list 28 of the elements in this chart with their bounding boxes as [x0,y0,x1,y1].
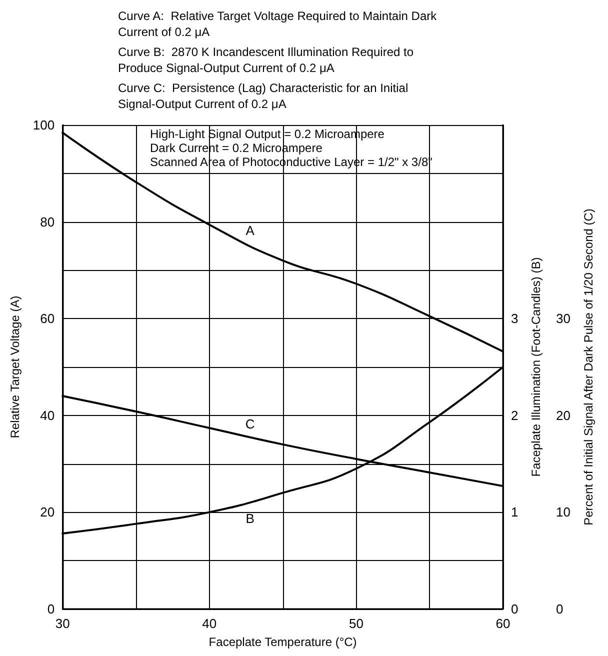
y2-tick-label: 1 [511,504,518,520]
y2-tick-label: 3 [511,311,518,326]
y-tick-label: 40 [40,408,55,423]
y-tick-label: 60 [40,311,55,326]
series-label: C [245,416,255,432]
x-tick-label: 60 [496,616,510,631]
x-tick-label: 40 [202,616,217,631]
y3-tick-label: 20 [556,408,570,423]
y3-axis-title: Percent of Initial Signal After Dark Pulse of 1/20 Second (C) [581,208,596,526]
x-tick-label: 50 [348,616,364,631]
y2-tick-label: 0 [511,602,518,616]
series-label: A [246,223,255,238]
text: Curve B: 2870 K Incandescent Illumination Required to Produce Signal-Output Current of 0.2 μA [118,45,417,75]
y2-tick-label: 2 [511,408,518,423]
x-axis-title: Faceplate Temperature (°C) [208,634,357,649]
series-label: B [246,511,254,526]
text: Curve C: Persistence (Lag) Characteristic for an Initial Signal-Output Current of 0.2 μA [118,81,412,111]
x-tick-label: 30 [55,616,70,631]
text: Curve A: Relative Target Voltage Required to Maintain Dark Current of 0.2 μA [118,9,440,39]
y-tick-label: 0 [47,602,55,616]
y-tick-label: 80 [40,214,55,230]
y-tick-label: 100 [32,118,55,132]
y3-tick-label: 10 [556,504,570,520]
y-axis-title: Relative Target Voltage (A) [8,296,22,438]
y-tick-label: 20 [40,504,55,520]
y2-axis-title: Faceplate Illumination (Foot-Candles) (B) [529,257,544,477]
y3-tick-label: 0 [556,602,564,616]
y3-tick-label: 30 [556,311,570,326]
